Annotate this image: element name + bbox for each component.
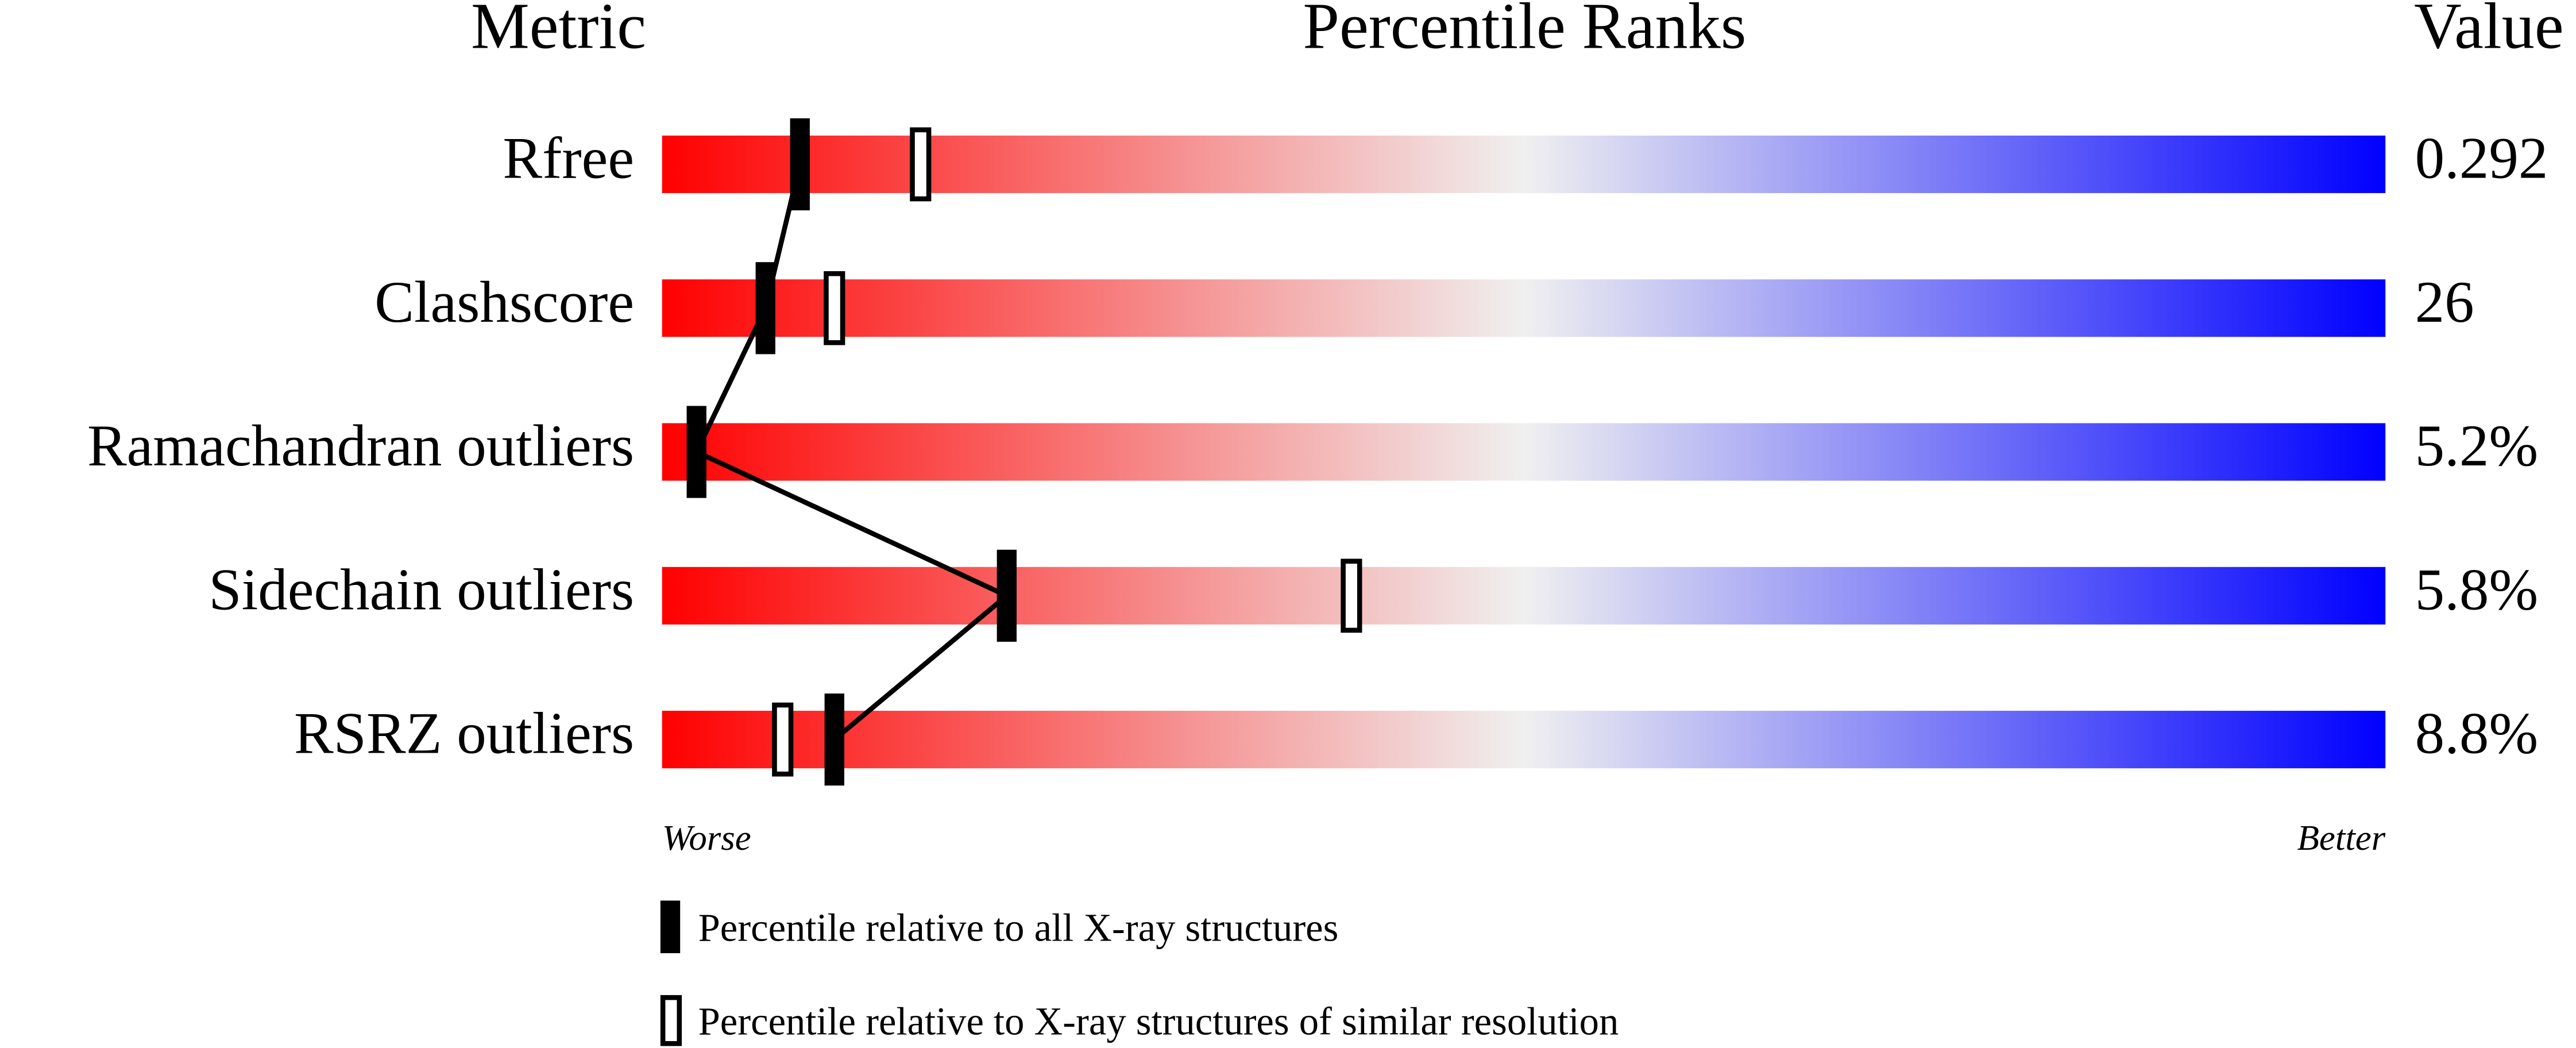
slider-bar [662, 711, 2386, 769]
legend-swatch [660, 995, 682, 1046]
percentile-marker [755, 262, 775, 355]
percentile-marker [686, 406, 706, 498]
percentile-marker-open [1341, 558, 1362, 633]
header-metric: Metric [471, 0, 646, 62]
metric-value: 5.2% [2415, 413, 2539, 479]
metric-label: Rfree [503, 126, 634, 191]
header-ranks: Percentile Ranks [1303, 0, 1746, 62]
percentile-marker-open [772, 702, 794, 777]
metric-value: 5.8% [2415, 557, 2539, 622]
slider-bar [662, 279, 2386, 337]
percentile-marker-open [910, 127, 932, 202]
slider-bar [662, 567, 2386, 625]
metric-value: 26 [2415, 269, 2474, 335]
slider-bar [662, 423, 2386, 481]
metric-label: Ramachandran outliers [87, 413, 634, 479]
metric-label: Clashscore [374, 269, 634, 335]
metric-value: 8.8% [2415, 701, 2539, 766]
slider-bar [662, 135, 2386, 194]
better-label: Better [2297, 818, 2385, 858]
worse-label: Worse [662, 818, 751, 858]
metric-value: 0.292 [2415, 126, 2548, 191]
metric-label: RSRZ outliers [294, 701, 634, 766]
legend-label: Percentile relative to X-ray structures … [698, 1000, 1619, 1043]
header-value: Value [2414, 0, 2564, 62]
percentile-marker [824, 693, 844, 786]
legend-swatch [660, 900, 681, 953]
metric-label: Sidechain outliers [208, 557, 634, 622]
percentile-marker [790, 118, 810, 211]
percentile-marker [997, 549, 1017, 642]
legend-label: Percentile relative to all X-ray structu… [698, 906, 1339, 950]
percentile-marker-open [824, 271, 845, 345]
